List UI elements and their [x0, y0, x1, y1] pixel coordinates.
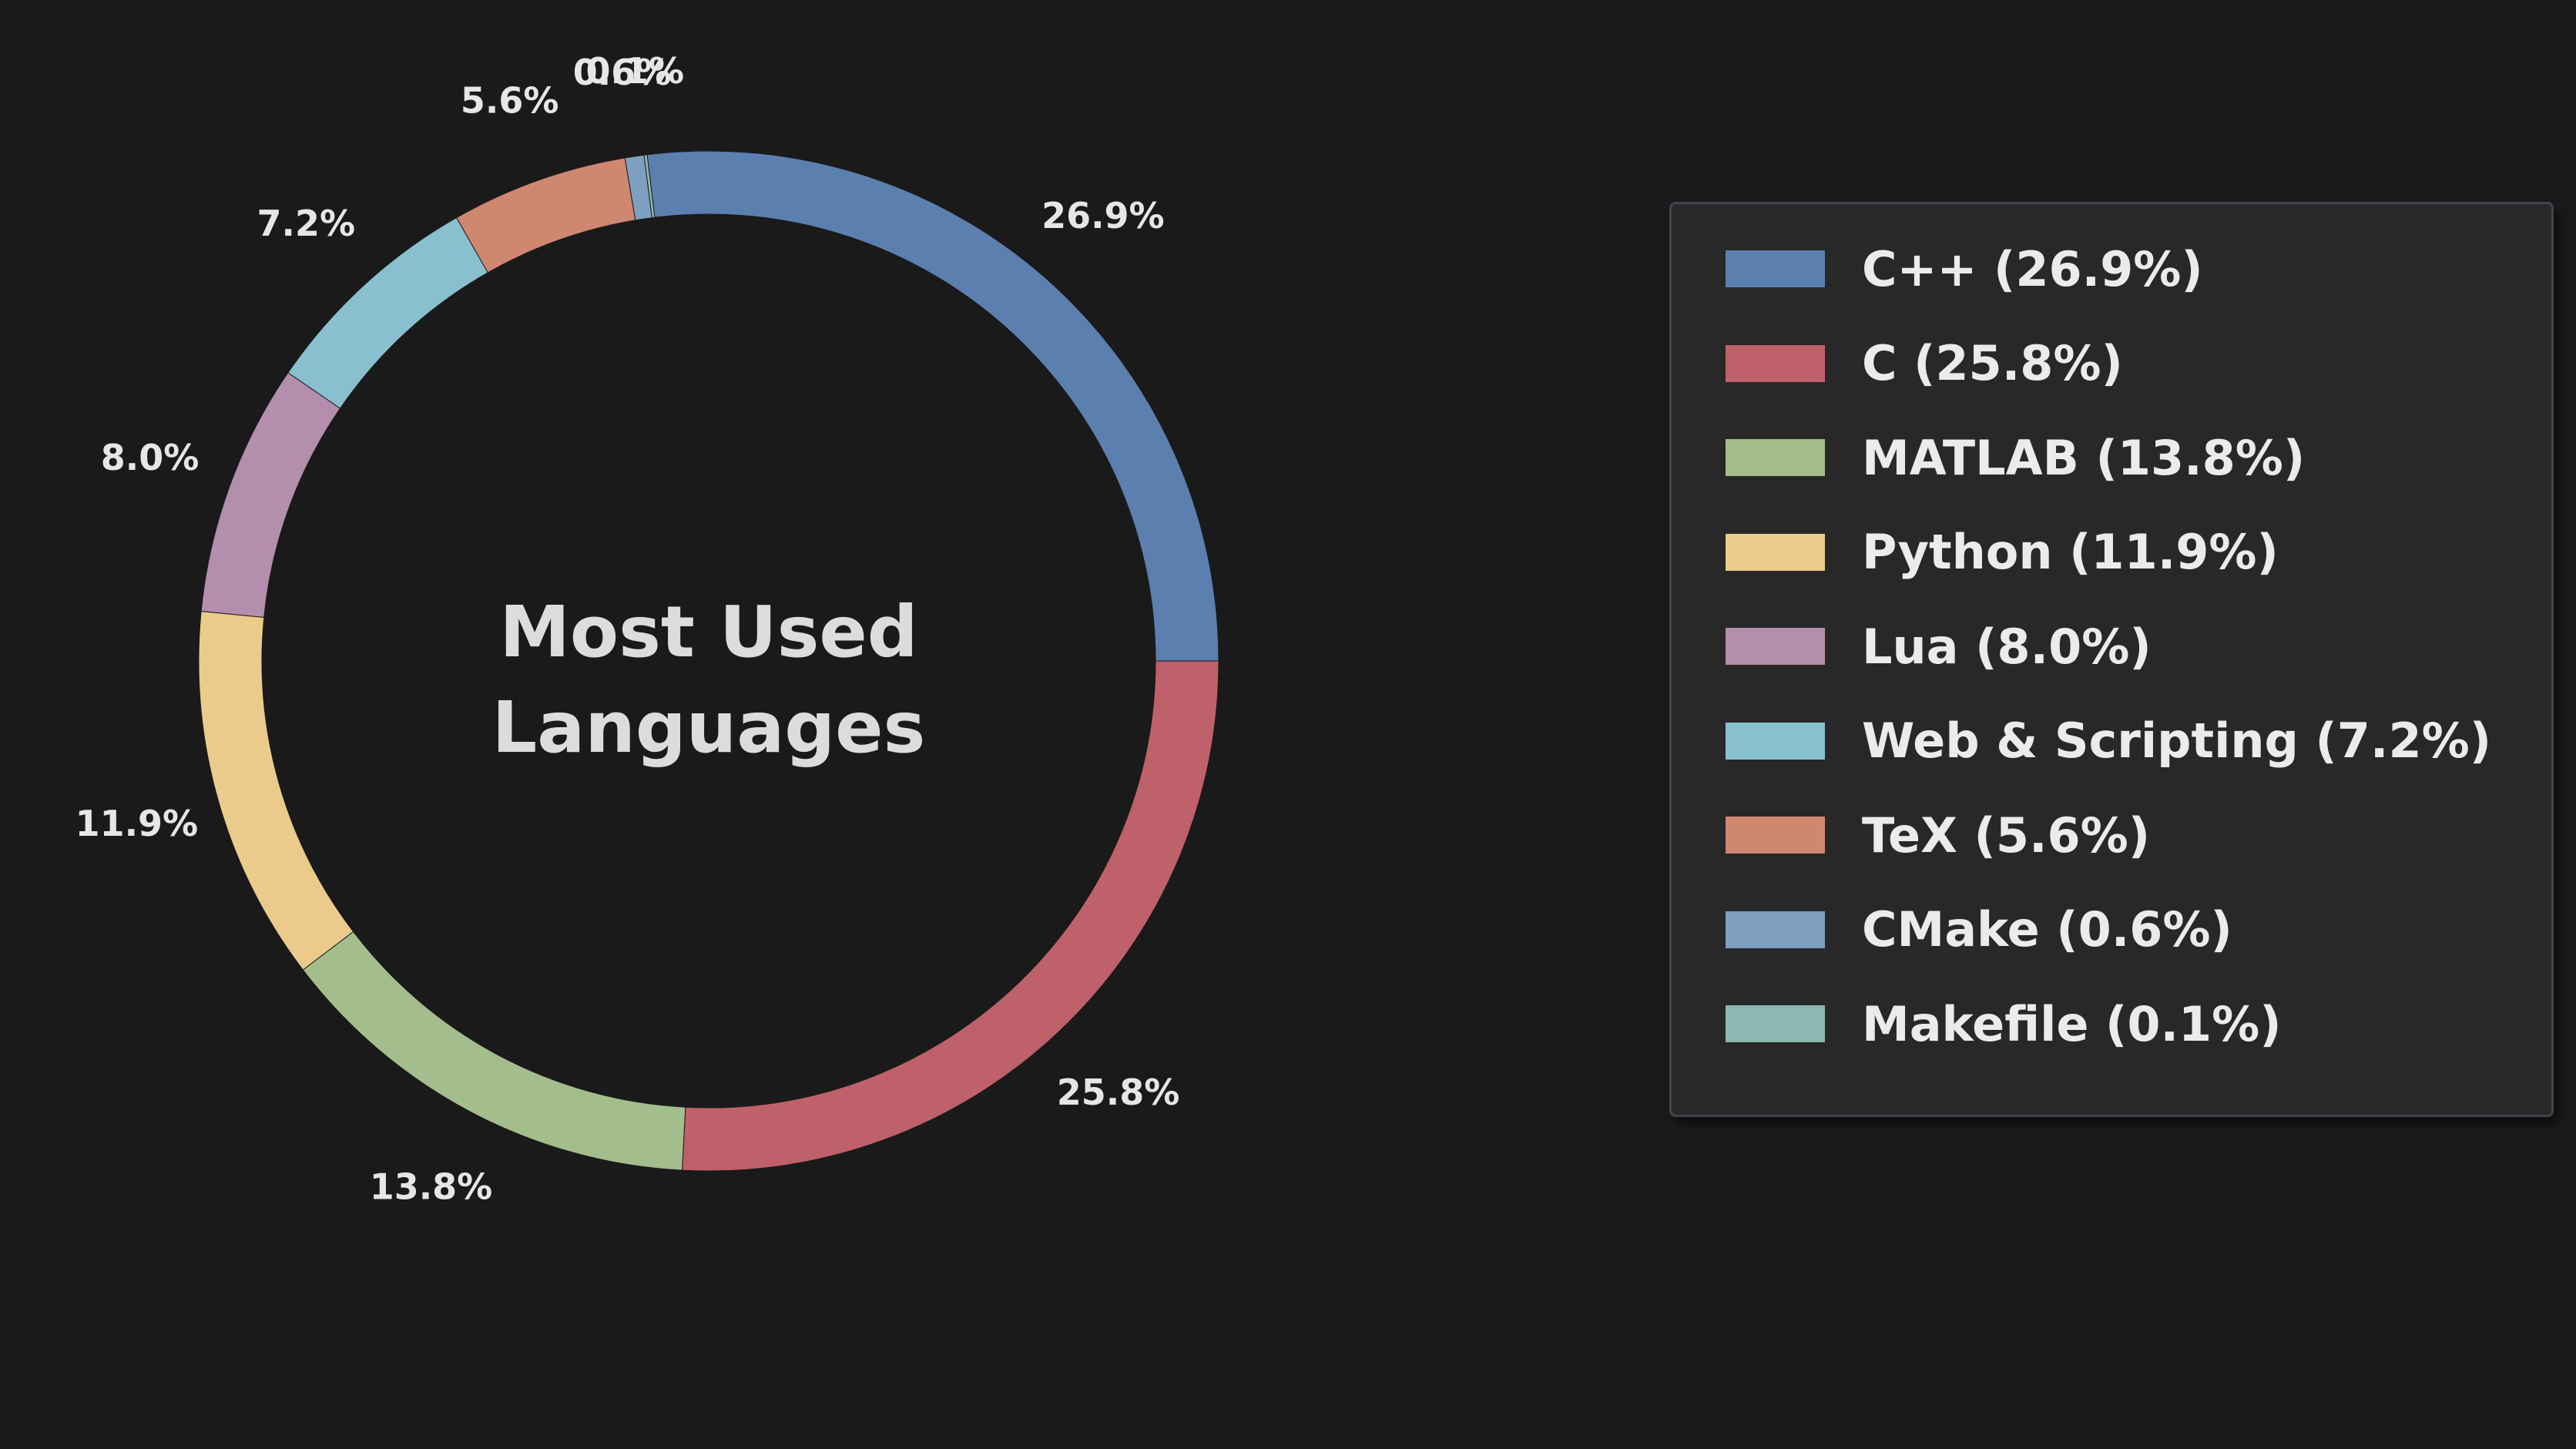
center-title-line-1: Most Used: [499, 591, 917, 673]
legend-item-lua: Lua (8.0%): [1726, 615, 2152, 677]
legend-label: Web & Scripting (7.2%): [1862, 713, 2492, 769]
legend-swatch: [1726, 250, 1825, 287]
legend-swatch: [1726, 722, 1825, 760]
legend-label: C++ (26.9%): [1862, 240, 2203, 297]
slice-label-python: 11.9%: [75, 803, 199, 844]
legend-item-makefile: Makefile (0.1%): [1726, 993, 2282, 1055]
chart-legend: C++ (26.9%) C (25.8%) MATLAB (13.8%) Python…: [1669, 202, 2554, 1117]
legend-swatch: [1726, 1005, 1825, 1042]
legend-swatch: [1726, 344, 1825, 382]
slice-c: [646, 150, 1219, 662]
legend-label: CMake (0.6%): [1862, 901, 2232, 958]
legend-item-cmake: CMake (0.6%): [1726, 899, 2232, 961]
legend-item-tex: TeX (5.6%): [1726, 804, 2150, 866]
slice-label-makefile: 0.1%: [586, 50, 685, 92]
legend-item-web-scripting: Web & Scripting (7.2%): [1726, 710, 2491, 772]
slice-label-matlab: 13.8%: [370, 1166, 493, 1208]
slice-label-c: 26.9%: [1041, 195, 1165, 236]
legend-swatch: [1726, 911, 1825, 948]
legend-label: TeX (5.6%): [1862, 807, 2151, 864]
slice-python: [198, 611, 354, 971]
legend-item-matlab: MATLAB (13.8%): [1726, 427, 2305, 488]
legend-swatch: [1726, 817, 1825, 854]
donut-slices: [198, 150, 1219, 1172]
slice-percent-labels: 26.9% 0.1%0.6% 5.6% 7.2% 8.0% 11.9% 13.8% 25.8%: [75, 50, 1180, 1208]
slice-matlab: [302, 931, 686, 1171]
legend-swatch: [1726, 628, 1825, 665]
slice-label-cmake: 0.6%: [573, 52, 672, 93]
slice-web-scripting: [287, 216, 488, 409]
slice-label-c: 25.8%: [1057, 1072, 1180, 1113]
center-title-line-2: Languages: [492, 686, 926, 769]
legend-label: MATLAB (13.8%): [1862, 429, 2306, 486]
legend-item-c: C (25.8%): [1726, 333, 2123, 394]
legend-item-c: C++ (26.9%): [1726, 238, 2203, 300]
legend-label: Makefile (0.1%): [1862, 995, 2282, 1052]
slice-lua: [200, 372, 341, 619]
slice-label-lua: 8.0%: [101, 437, 200, 478]
slice-label-web-scripting: 7.2%: [257, 203, 356, 244]
legend-swatch: [1726, 533, 1825, 571]
slice-tex: [455, 157, 636, 273]
slice-c: [682, 660, 1219, 1172]
legend-label: Lua (8.0%): [1862, 618, 2152, 675]
legend-swatch: [1726, 439, 1825, 476]
legend-label: C (25.8%): [1862, 335, 2123, 391]
slice-label-tex: 5.6%: [461, 80, 559, 122]
legend-item-python: Python (11.9%): [1726, 522, 2279, 583]
legend-label: Python (11.9%): [1862, 524, 2279, 580]
